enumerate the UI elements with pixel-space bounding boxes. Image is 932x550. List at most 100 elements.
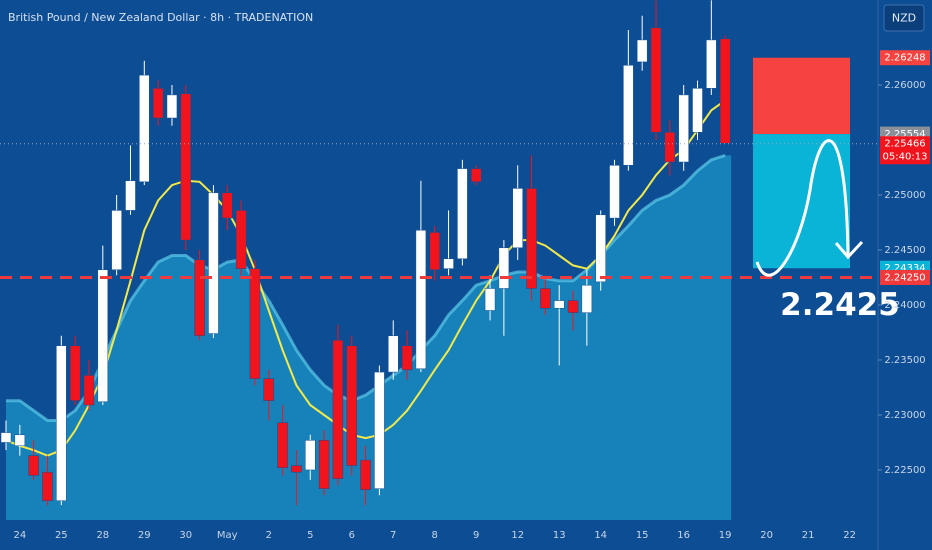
candle-body xyxy=(636,39,648,63)
x-tick-label: 9 xyxy=(473,530,479,541)
candle-body xyxy=(692,88,703,133)
candle-body xyxy=(540,288,551,309)
candle-body xyxy=(719,38,731,144)
price-tag-label: 2.24334 xyxy=(884,263,925,274)
x-tick-label: 21 xyxy=(802,530,815,541)
candle-body xyxy=(305,440,316,471)
candle-body xyxy=(318,440,330,489)
candle-body xyxy=(249,268,261,379)
candle-body xyxy=(387,335,399,373)
candle-body xyxy=(180,93,192,241)
price-tag-label: 2.26248 xyxy=(884,53,925,64)
x-tick-label: 19 xyxy=(719,530,732,541)
candle-body xyxy=(360,459,371,491)
candle-body xyxy=(623,64,634,166)
candle-body xyxy=(28,455,39,476)
candle-body xyxy=(97,269,109,403)
candle-body xyxy=(401,345,413,371)
price-tag xyxy=(880,269,930,285)
candle-body xyxy=(56,345,67,502)
candle-body xyxy=(415,229,427,370)
candle-body xyxy=(581,284,593,313)
candle-body xyxy=(139,74,150,183)
y-tick-label: 2.23000 xyxy=(884,410,925,421)
candle-body xyxy=(650,27,662,133)
y-tick-label: 2.24000 xyxy=(884,300,925,311)
price-tag-label: 2.24250 xyxy=(884,272,925,283)
candle-body xyxy=(706,39,717,89)
candle-body xyxy=(208,192,219,334)
candle-body xyxy=(277,422,288,469)
candle-body xyxy=(484,288,496,311)
candle-body xyxy=(429,232,440,271)
candle-body xyxy=(14,434,26,447)
x-tick-label: 29 xyxy=(138,530,151,541)
y-tick-label: 2.24500 xyxy=(884,245,925,256)
x-tick-label: 28 xyxy=(96,530,109,541)
x-tick-label: 13 xyxy=(553,530,566,541)
x-tick-label: 24 xyxy=(13,530,26,541)
countdown: 05:40:13 xyxy=(883,152,928,163)
candle-body xyxy=(609,165,620,219)
candle-body xyxy=(457,168,468,260)
price-tag xyxy=(880,50,930,66)
price-tag-label: 2.25466 xyxy=(884,139,925,150)
candle-body xyxy=(222,192,233,219)
x-tick-label: May xyxy=(217,530,238,541)
y-tick-label: 2.23500 xyxy=(884,355,925,366)
candle-body xyxy=(166,94,178,119)
candle-body xyxy=(664,132,676,163)
candle-body xyxy=(346,345,357,466)
candle-body xyxy=(526,188,537,289)
x-tick-label: 30 xyxy=(179,530,192,541)
x-tick-label: 22 xyxy=(843,530,856,541)
x-tick-label: 20 xyxy=(760,530,773,541)
arrow-curve xyxy=(755,139,850,277)
y-tick-label: 2.25000 xyxy=(884,190,925,201)
x-tick-label: 8 xyxy=(432,530,438,541)
y-tick-label: 2.26000 xyxy=(884,80,925,91)
x-tick-label: 6 xyxy=(349,530,355,541)
plot xyxy=(0,0,878,520)
x-tick-label: 15 xyxy=(636,530,649,541)
x-tick-label: 25 xyxy=(55,530,68,541)
candle-body xyxy=(152,88,164,119)
candle-body xyxy=(69,345,81,401)
candle-body xyxy=(595,214,606,283)
candle-body xyxy=(567,300,579,313)
currency-box xyxy=(883,4,925,32)
currency: NZD xyxy=(892,12,916,25)
arrow-head xyxy=(834,240,864,260)
candle-body xyxy=(678,94,689,163)
x-tick-label: 16 xyxy=(677,530,690,541)
candle-body xyxy=(443,258,454,269)
price-tag-label: 2.25554 xyxy=(884,129,925,140)
chart-title: British Pound / New Zealand Dollar · 8h … xyxy=(8,11,313,24)
x-tick-label: 14 xyxy=(594,530,607,541)
candle-body xyxy=(553,300,565,309)
candle-body xyxy=(194,259,205,337)
candle-body xyxy=(374,371,385,489)
target-zone xyxy=(753,134,850,269)
candle-body xyxy=(263,378,275,401)
candle-body xyxy=(0,432,12,443)
candle-body xyxy=(498,247,510,289)
candle-body xyxy=(111,210,122,271)
candle-body xyxy=(332,339,344,480)
candle-body xyxy=(125,180,136,211)
x-tick-label: 12 xyxy=(511,530,524,541)
x-tick-label: 7 xyxy=(390,530,396,541)
x-tick-label: 5 xyxy=(307,530,313,541)
candle-body xyxy=(235,210,247,269)
candle-body xyxy=(470,168,482,183)
candle-body xyxy=(83,375,95,406)
candle-body xyxy=(512,188,523,249)
x-tick-label: 2 xyxy=(266,530,272,541)
stop-zone xyxy=(753,57,850,135)
area-fill xyxy=(6,155,732,520)
candle-body xyxy=(291,465,302,473)
candle-body xyxy=(42,471,53,502)
y-tick-label: 2.22500 xyxy=(884,465,925,476)
